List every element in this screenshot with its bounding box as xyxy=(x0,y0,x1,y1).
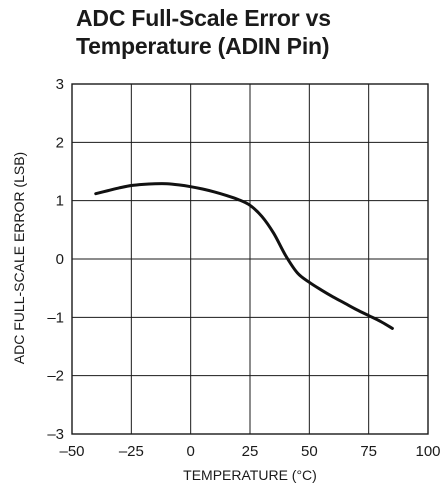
x-tick-label: 25 xyxy=(242,443,259,460)
y-tick-label: 2 xyxy=(56,134,64,151)
x-tick-label: –50 xyxy=(59,443,84,460)
x-tick-label: –25 xyxy=(119,443,144,460)
x-tick-label: 50 xyxy=(301,443,318,460)
x-tick-labels: –50 –25 0 25 50 75 100 xyxy=(59,443,440,460)
chart-title-line-1: ADC Full-Scale Error vs xyxy=(76,5,331,31)
y-tick-label: –2 xyxy=(47,368,64,385)
chart-title: ADC Full-Scale Error vs Temperature (ADI… xyxy=(76,4,416,60)
plot-frame xyxy=(71,83,429,435)
x-tick-label: 75 xyxy=(360,443,377,460)
y-tick-label: 3 xyxy=(56,76,64,93)
series-line xyxy=(94,182,394,330)
x-tick-label: 0 xyxy=(186,443,194,460)
y-tick-label: –3 xyxy=(47,426,64,443)
y-tick-label: –1 xyxy=(47,309,64,326)
chart-title-line-2: Temperature (ADIN Pin) xyxy=(76,33,330,59)
y-tick-label: 1 xyxy=(56,193,64,210)
y-tick-label: 0 xyxy=(56,251,64,268)
grid-lines xyxy=(72,84,428,434)
series-layer xyxy=(94,182,394,330)
y-axis-label: ADC FULL-SCALE ERROR (LSB) xyxy=(11,152,27,364)
y-tick-labels: –3 –2 –1 0 1 2 3 xyxy=(47,76,64,443)
x-tick-label: 100 xyxy=(415,443,440,460)
x-axis-label: TEMPERATURE (°C) xyxy=(183,467,317,483)
